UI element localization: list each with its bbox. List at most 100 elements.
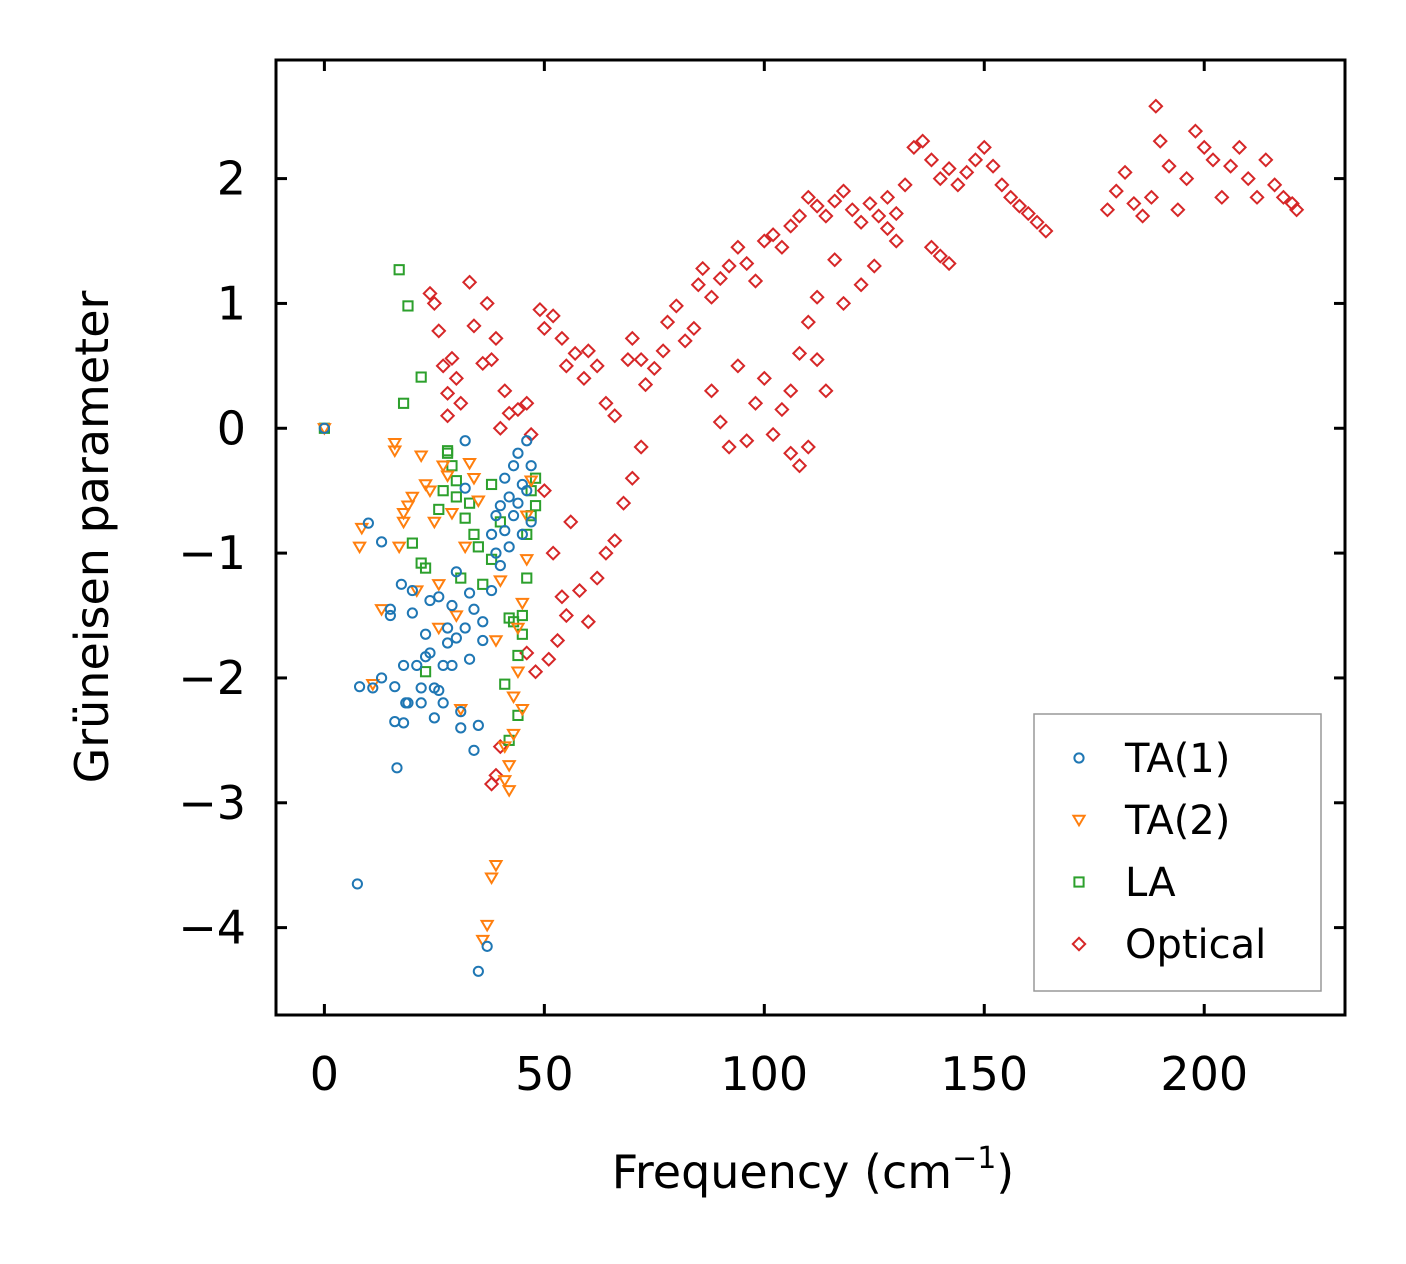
data-point	[402, 300, 414, 312]
data-point	[703, 383, 720, 399]
legend-box	[1033, 713, 1322, 992]
x-axis-title-sup: −1	[952, 1141, 996, 1176]
x-axis-title: Frequency (cm−1)	[612, 1141, 1015, 1199]
data-point	[431, 622, 447, 636]
data-point	[497, 383, 513, 399]
data-point	[888, 233, 904, 249]
data-point	[441, 447, 454, 459]
data-point	[431, 323, 447, 339]
data-point	[668, 298, 684, 314]
x-tick-label: 0	[310, 1047, 339, 1101]
data-point	[397, 717, 410, 729]
data-point	[589, 358, 605, 374]
data-point	[444, 350, 460, 366]
data-point	[529, 500, 542, 512]
data-point	[525, 516, 537, 528]
data-point	[490, 510, 502, 522]
data-point	[439, 408, 456, 424]
data-point	[536, 483, 552, 499]
legend-marker-circle	[1073, 752, 1085, 764]
data-point	[448, 370, 464, 386]
data-point	[374, 604, 389, 617]
data-point	[941, 255, 957, 272]
data-point	[427, 516, 442, 530]
data-point	[521, 528, 533, 540]
data-point	[396, 507, 411, 521]
data-point	[405, 491, 420, 505]
data-point	[439, 385, 456, 401]
data-point	[472, 965, 484, 977]
y-tick-label: −4	[178, 901, 246, 955]
data-point	[389, 681, 401, 693]
data-point	[515, 703, 530, 717]
data-point	[1275, 189, 1292, 205]
x-tick-label: 50	[515, 1047, 574, 1101]
data-point	[463, 587, 476, 599]
data-point	[1161, 158, 1177, 174]
data-point	[1266, 177, 1283, 193]
data-point	[455, 722, 467, 734]
data-point	[499, 472, 511, 484]
data-point	[393, 264, 405, 276]
data-point	[477, 634, 489, 647]
data-point	[558, 607, 574, 624]
data-point	[471, 495, 486, 508]
data-point	[406, 537, 418, 549]
data-point	[477, 616, 489, 628]
data-point	[554, 330, 570, 346]
data-point	[446, 659, 458, 672]
data-point	[783, 383, 799, 399]
data-point	[800, 189, 816, 205]
data-point	[633, 439, 649, 455]
data-point	[1148, 98, 1164, 114]
data-point	[739, 255, 755, 272]
axis-ticks	[276, 60, 1345, 1015]
data-point	[871, 208, 887, 224]
y-tick-label: 0	[217, 401, 246, 455]
data-point	[353, 681, 366, 693]
data-point	[1288, 202, 1305, 218]
data-point	[396, 516, 411, 530]
data-point	[879, 220, 896, 237]
data-point	[624, 470, 640, 486]
data-point	[446, 599, 458, 612]
data-point	[529, 472, 542, 484]
data-point	[352, 541, 367, 555]
data-point	[541, 651, 557, 667]
legend-item: Optical	[1071, 922, 1266, 968]
data-point	[615, 495, 632, 511]
data-point	[441, 622, 454, 634]
data-point	[501, 785, 517, 798]
data-point	[519, 395, 535, 411]
data-point	[906, 139, 922, 155]
data-point	[400, 500, 416, 513]
plot-frame	[274, 58, 1347, 1017]
data-point	[827, 252, 843, 268]
data-point	[655, 343, 671, 359]
data-point	[783, 218, 799, 234]
data-point	[950, 177, 966, 193]
data-point	[747, 273, 764, 289]
legend-item: TA(2)	[1071, 798, 1230, 844]
data-point	[853, 277, 869, 293]
data-point	[444, 507, 460, 521]
data-point	[413, 450, 429, 464]
data-point	[463, 653, 476, 665]
data-point	[521, 572, 533, 584]
data-point	[503, 541, 515, 553]
data-point	[862, 195, 878, 212]
data-point	[1003, 189, 1019, 205]
data-point	[607, 408, 623, 424]
data-point	[428, 712, 440, 724]
data-point	[800, 314, 816, 330]
data-point	[510, 666, 526, 679]
data-point	[580, 343, 596, 359]
data-point	[624, 330, 640, 346]
data-point	[450, 475, 462, 487]
data-point	[1099, 202, 1116, 218]
data-point	[879, 189, 896, 205]
data-point	[721, 258, 737, 274]
data-point	[391, 762, 403, 774]
data-point	[462, 458, 477, 471]
